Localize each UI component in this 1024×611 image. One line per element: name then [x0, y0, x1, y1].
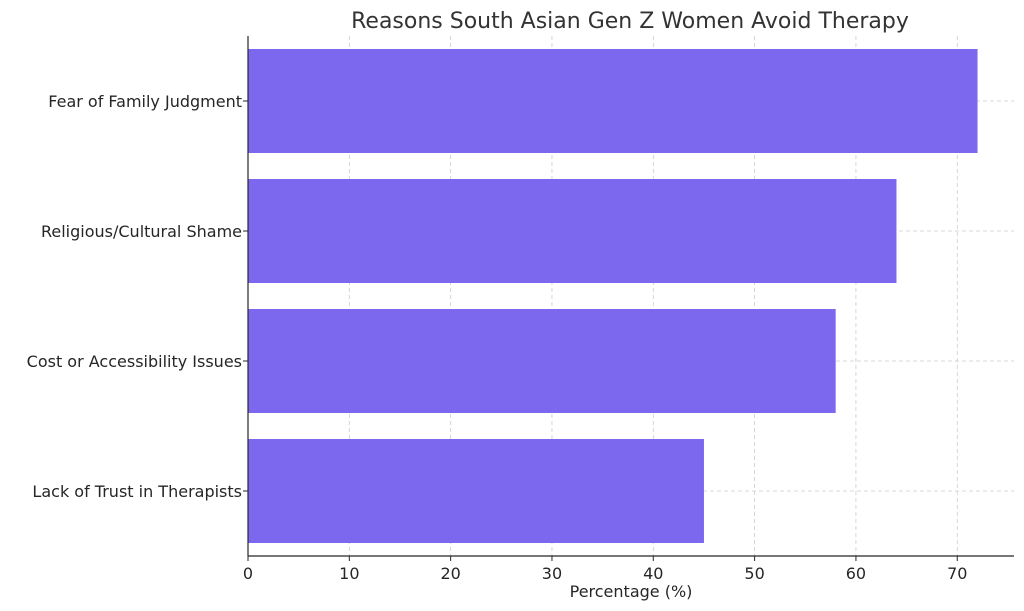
label-layer: 0 10 20 30 40 50 60 70 Fear of Family Judgment Re… [27, 92, 968, 583]
y-tick-label: Lack of Trust in Therapists [32, 482, 242, 501]
x-tick-label: 30 [542, 564, 562, 583]
bar [248, 49, 978, 153]
y-tick-label: Fear of Family Judgment [48, 92, 242, 111]
y-tick-label: Religious/Cultural Shame [41, 222, 242, 241]
bar [248, 179, 897, 283]
bar [248, 309, 836, 413]
x-tick-label: 70 [947, 564, 967, 583]
x-axis-title: Percentage (%) [570, 582, 693, 601]
x-tick-label: 10 [339, 564, 359, 583]
x-tick-label: 20 [440, 564, 460, 583]
axis-layer [247, 36, 1014, 557]
x-tick-label: 40 [643, 564, 663, 583]
bar-layer [248, 49, 978, 543]
x-tick-label: 60 [846, 564, 866, 583]
y-tick-label: Cost or Accessibility Issues [27, 352, 242, 371]
bar [248, 439, 704, 543]
x-tick-label: 50 [744, 564, 764, 583]
x-tick-label: 0 [243, 564, 253, 583]
chart-title: Reasons South Asian Gen Z Women Avoid Th… [351, 9, 909, 34]
